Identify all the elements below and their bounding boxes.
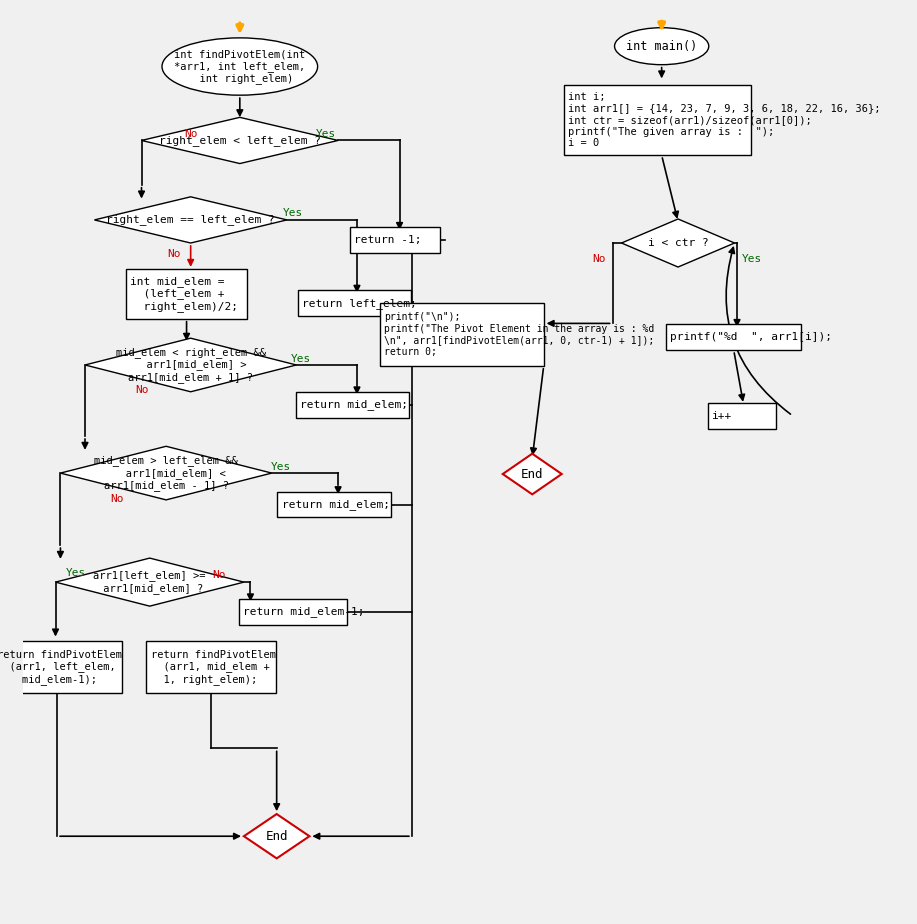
- Text: printf("\n");
printf("The Pivot Element in the array is : %d
\n", arr1[findPivot: printf("\n"); printf("The Pivot Element …: [384, 312, 654, 357]
- Polygon shape: [85, 338, 296, 392]
- Text: Yes: Yes: [291, 354, 312, 363]
- Text: return mid_elem;: return mid_elem;: [301, 399, 408, 410]
- Text: int findPivotElem(int
*arr1, int left_elem,
  int right_elem): int findPivotElem(int *arr1, int left_el…: [174, 49, 305, 84]
- Polygon shape: [141, 117, 338, 164]
- FancyBboxPatch shape: [296, 392, 409, 418]
- Text: End: End: [521, 468, 544, 480]
- Text: Yes: Yes: [283, 209, 304, 218]
- Text: No: No: [110, 494, 124, 504]
- Text: Yes: Yes: [742, 254, 762, 263]
- Text: mid_elem < right_elem &&
  arr1[mid_elem] >
arr1[mid_elem + 1] ?: mid_elem < right_elem && arr1[mid_elem] …: [116, 347, 266, 383]
- Text: Yes: Yes: [271, 462, 291, 471]
- Polygon shape: [56, 558, 244, 606]
- Text: return findPivotElem
  (arr1, left_elem,
    mid_elem-1);: return findPivotElem (arr1, left_elem, m…: [0, 650, 122, 685]
- Polygon shape: [61, 446, 271, 500]
- Polygon shape: [622, 219, 735, 267]
- Text: int mid_elem =
  (left_elem +
  right_elem)/2;: int mid_elem = (left_elem + right_elem)/…: [130, 276, 238, 311]
- Polygon shape: [503, 454, 562, 494]
- Text: No: No: [592, 254, 606, 263]
- Text: Yes: Yes: [66, 568, 86, 578]
- Text: End: End: [265, 830, 288, 843]
- Ellipse shape: [162, 38, 317, 95]
- FancyBboxPatch shape: [380, 303, 544, 366]
- Text: return findPivotElem
  (arr1, mid_elem +
  1, right_elem);: return findPivotElem (arr1, mid_elem + 1…: [150, 650, 275, 685]
- Text: arr1[left_elem] >=
 arr1[mid_elem] ?: arr1[left_elem] >= arr1[mid_elem] ?: [94, 570, 206, 594]
- FancyBboxPatch shape: [298, 290, 411, 316]
- FancyBboxPatch shape: [239, 599, 348, 625]
- FancyBboxPatch shape: [0, 641, 122, 693]
- Text: right_elem < left_elem ?: right_elem < left_elem ?: [159, 135, 321, 146]
- FancyBboxPatch shape: [708, 403, 776, 429]
- Text: No: No: [167, 249, 181, 259]
- Text: return left_elem;: return left_elem;: [302, 298, 417, 309]
- Ellipse shape: [614, 28, 709, 65]
- Text: No: No: [184, 129, 197, 139]
- Text: i++: i++: [713, 411, 733, 420]
- Text: return mid_elem;: return mid_elem;: [282, 499, 390, 510]
- FancyBboxPatch shape: [126, 269, 248, 319]
- Text: right_elem == left_elem ?: right_elem == left_elem ?: [106, 214, 275, 225]
- FancyBboxPatch shape: [564, 86, 751, 154]
- Polygon shape: [94, 197, 287, 243]
- FancyBboxPatch shape: [147, 641, 276, 693]
- Text: printf("%d  ", arr1[i]);: printf("%d ", arr1[i]);: [670, 333, 833, 342]
- Text: No: No: [135, 385, 149, 395]
- FancyBboxPatch shape: [666, 324, 801, 350]
- Text: Yes: Yes: [315, 129, 336, 139]
- Text: int main(): int main(): [626, 40, 697, 53]
- Text: mid_elem > left_elem &&
   arr1[mid_elem] <
arr1[mid_elem - 1] ?: mid_elem > left_elem && arr1[mid_elem] <…: [94, 456, 238, 491]
- Text: return mid_elem-1;: return mid_elem-1;: [243, 606, 365, 617]
- Text: No: No: [213, 570, 226, 579]
- Text: return -1;: return -1;: [355, 236, 422, 245]
- FancyBboxPatch shape: [278, 492, 391, 517]
- Text: i < ctr ?: i < ctr ?: [647, 238, 709, 248]
- Text: int i;
int arr1[] = {14, 23, 7, 9, 3, 6, 18, 22, 16, 36};
int ctr = sizeof(arr1): int i; int arr1[] = {14, 23, 7, 9, 3, 6,…: [569, 91, 880, 149]
- Polygon shape: [244, 814, 309, 858]
- FancyBboxPatch shape: [350, 227, 440, 253]
